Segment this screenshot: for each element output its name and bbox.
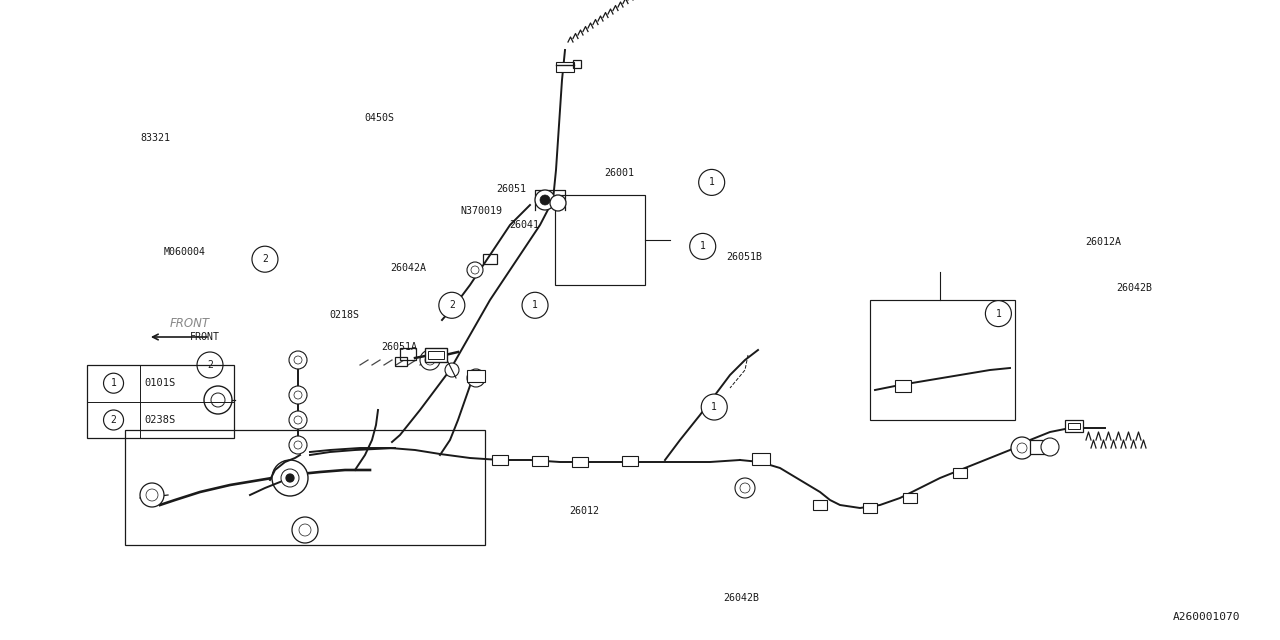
Circle shape xyxy=(294,356,302,364)
Circle shape xyxy=(294,416,302,424)
Circle shape xyxy=(289,411,307,429)
Bar xyxy=(863,503,877,513)
Circle shape xyxy=(252,246,278,272)
Text: 1: 1 xyxy=(712,402,717,412)
Circle shape xyxy=(535,190,556,210)
Text: A260001070: A260001070 xyxy=(1172,612,1240,622)
Circle shape xyxy=(735,478,755,498)
Circle shape xyxy=(550,195,566,211)
Text: M060004: M060004 xyxy=(164,246,206,257)
Circle shape xyxy=(1018,443,1027,453)
Circle shape xyxy=(197,352,223,378)
Circle shape xyxy=(425,355,435,365)
Text: 26042A: 26042A xyxy=(390,262,426,273)
Bar xyxy=(573,60,581,68)
Circle shape xyxy=(701,394,727,420)
Circle shape xyxy=(289,351,307,369)
Circle shape xyxy=(445,363,460,377)
Circle shape xyxy=(273,460,308,496)
Text: 26051B: 26051B xyxy=(726,252,762,262)
Text: FRONT: FRONT xyxy=(170,317,210,330)
Bar xyxy=(1030,440,1050,454)
Circle shape xyxy=(467,262,483,278)
Circle shape xyxy=(1011,437,1033,459)
Circle shape xyxy=(104,410,124,430)
Bar xyxy=(1068,423,1080,429)
Bar xyxy=(572,457,588,467)
Text: 26051: 26051 xyxy=(497,184,526,194)
Text: 26001: 26001 xyxy=(604,168,634,178)
Text: 2: 2 xyxy=(449,300,454,310)
Text: 0238S: 0238S xyxy=(145,415,175,425)
Text: FRONT: FRONT xyxy=(189,332,219,342)
Text: 26051A: 26051A xyxy=(381,342,417,352)
Text: 2: 2 xyxy=(110,415,116,425)
Bar xyxy=(622,456,637,466)
Circle shape xyxy=(289,386,307,404)
Bar xyxy=(396,357,407,366)
Text: 1: 1 xyxy=(532,300,538,310)
Circle shape xyxy=(740,483,750,493)
Bar xyxy=(813,500,827,510)
Circle shape xyxy=(690,234,716,259)
Circle shape xyxy=(294,391,302,399)
Circle shape xyxy=(282,469,300,487)
Text: 0101S: 0101S xyxy=(145,378,175,388)
Bar xyxy=(428,351,444,359)
Circle shape xyxy=(146,489,157,501)
Bar xyxy=(483,254,497,264)
Circle shape xyxy=(439,292,465,318)
Circle shape xyxy=(522,292,548,318)
Bar xyxy=(425,348,447,362)
Circle shape xyxy=(294,441,302,449)
Circle shape xyxy=(471,266,479,274)
Text: 0218S: 0218S xyxy=(329,310,358,320)
Text: 26012A: 26012A xyxy=(1085,237,1121,247)
Circle shape xyxy=(986,301,1011,326)
Text: 26042B: 26042B xyxy=(1116,283,1152,293)
Bar xyxy=(902,493,916,503)
Circle shape xyxy=(289,436,307,454)
Circle shape xyxy=(104,373,124,393)
Bar xyxy=(753,453,771,465)
Circle shape xyxy=(140,483,164,507)
Text: 0450S: 0450S xyxy=(365,113,394,124)
Bar xyxy=(954,468,966,478)
Text: 26042B: 26042B xyxy=(723,593,759,604)
Circle shape xyxy=(285,474,294,482)
Bar xyxy=(125,430,485,545)
Bar xyxy=(895,380,911,392)
Bar xyxy=(532,456,548,466)
Bar xyxy=(556,195,645,285)
Circle shape xyxy=(467,369,485,387)
Circle shape xyxy=(292,517,317,543)
Text: 2: 2 xyxy=(262,254,268,264)
Text: 26041: 26041 xyxy=(509,220,539,230)
Circle shape xyxy=(211,393,225,407)
Bar xyxy=(1065,420,1083,432)
Circle shape xyxy=(204,386,232,414)
Text: 1: 1 xyxy=(700,241,705,252)
Text: 1: 1 xyxy=(709,177,714,188)
Text: 2: 2 xyxy=(207,360,212,370)
Circle shape xyxy=(420,350,440,370)
Text: 83321: 83321 xyxy=(141,132,170,143)
Bar xyxy=(467,370,485,382)
Bar xyxy=(556,62,573,72)
Bar xyxy=(399,348,416,360)
Circle shape xyxy=(1041,438,1059,456)
Bar xyxy=(870,300,1015,420)
Circle shape xyxy=(699,170,724,195)
Text: 26012: 26012 xyxy=(570,506,599,516)
Bar xyxy=(492,455,508,465)
Text: 1: 1 xyxy=(110,378,116,388)
Bar xyxy=(87,365,234,438)
Text: 1: 1 xyxy=(996,308,1001,319)
Text: N370019: N370019 xyxy=(461,206,503,216)
Circle shape xyxy=(300,524,311,536)
Circle shape xyxy=(540,195,550,205)
